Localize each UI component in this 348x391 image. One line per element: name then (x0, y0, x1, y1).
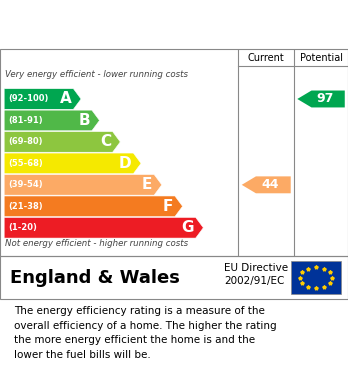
Text: 44: 44 (261, 178, 279, 191)
Text: 97: 97 (316, 93, 333, 106)
Text: Current: Current (248, 53, 285, 63)
Text: F: F (163, 199, 173, 214)
Text: EU Directive
2002/91/EC: EU Directive 2002/91/EC (224, 263, 288, 286)
Text: (69-80): (69-80) (8, 137, 43, 146)
Text: D: D (119, 156, 132, 171)
Text: (92-100): (92-100) (8, 95, 49, 104)
Text: Very energy efficient - lower running costs: Very energy efficient - lower running co… (5, 70, 188, 79)
Text: (1-20): (1-20) (8, 223, 37, 232)
Text: (55-68): (55-68) (8, 159, 43, 168)
Text: (21-38): (21-38) (8, 202, 43, 211)
Polygon shape (4, 110, 100, 131)
Polygon shape (4, 153, 141, 174)
Polygon shape (4, 132, 120, 152)
Polygon shape (242, 176, 291, 193)
Text: Energy Efficiency Rating: Energy Efficiency Rating (60, 15, 288, 34)
Text: B: B (79, 113, 90, 128)
Text: (81-91): (81-91) (8, 116, 43, 125)
Text: A: A (60, 91, 72, 106)
Polygon shape (4, 217, 203, 238)
Polygon shape (4, 89, 81, 109)
Text: G: G (181, 220, 194, 235)
Polygon shape (297, 91, 345, 108)
Text: (39-54): (39-54) (8, 180, 43, 189)
Text: The energy efficiency rating is a measure of the
overall efficiency of a home. T: The energy efficiency rating is a measur… (14, 307, 277, 360)
Text: C: C (100, 135, 111, 149)
Polygon shape (4, 196, 183, 217)
Text: Potential: Potential (300, 53, 342, 63)
Text: E: E (142, 178, 152, 192)
Text: England & Wales: England & Wales (10, 269, 180, 287)
Text: Not energy efficient - higher running costs: Not energy efficient - higher running co… (5, 239, 188, 248)
Polygon shape (4, 174, 162, 195)
Bar (291, 261, 341, 294)
